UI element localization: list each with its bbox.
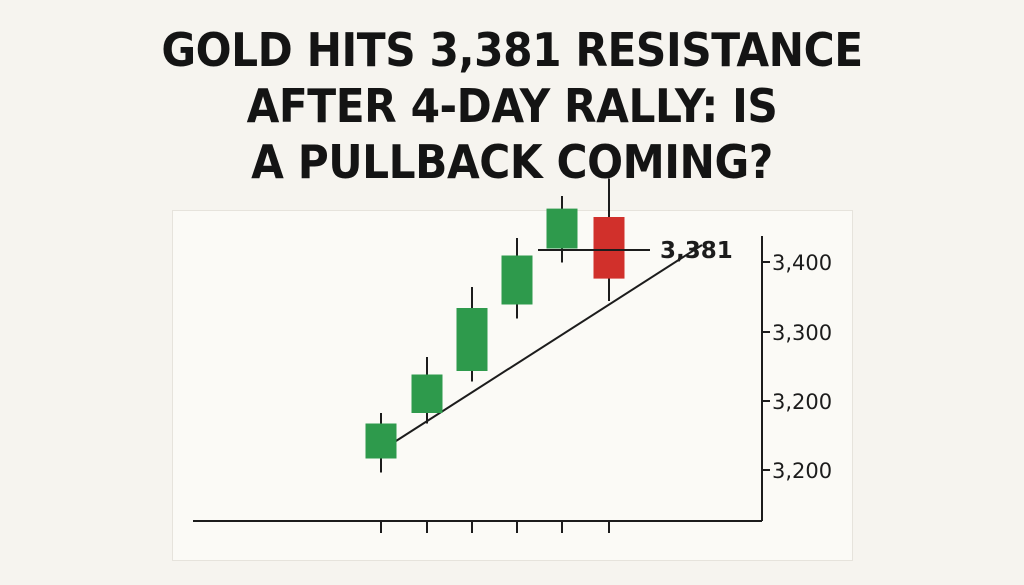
candle-5-body	[546, 208, 578, 249]
candle-1	[365, 413, 397, 473]
y-tick-label-2: 3,300	[772, 321, 832, 345]
candle-6-body	[593, 217, 625, 279]
y-tick-label-4: 3,200	[772, 459, 832, 483]
resistance-label: 3,381	[660, 238, 733, 264]
candle-4-body	[501, 255, 533, 305]
candle-2	[411, 357, 443, 424]
trendline	[395, 244, 703, 442]
candle-5	[546, 196, 578, 263]
candle-6	[593, 178, 625, 301]
candle-2-body	[411, 374, 443, 413]
candle-3-body	[456, 308, 488, 371]
y-tick-label-1: 3,400	[772, 251, 832, 275]
headline-line-1: GOLD HITS 3,381 RESISTANCE	[161, 23, 863, 77]
candle-4	[501, 238, 533, 319]
candle-1-body	[365, 423, 397, 459]
y-tick-label-3: 3,200	[772, 390, 832, 414]
headline: GOLD HITS 3,381 RESISTANCE AFTER 4-DAY R…	[0, 22, 1024, 190]
headline-line-2: AFTER 4-DAY RALLY: IS	[246, 79, 778, 133]
headline-line-3: A PULLBACK COMING?	[251, 135, 773, 189]
candle-3	[456, 287, 488, 382]
